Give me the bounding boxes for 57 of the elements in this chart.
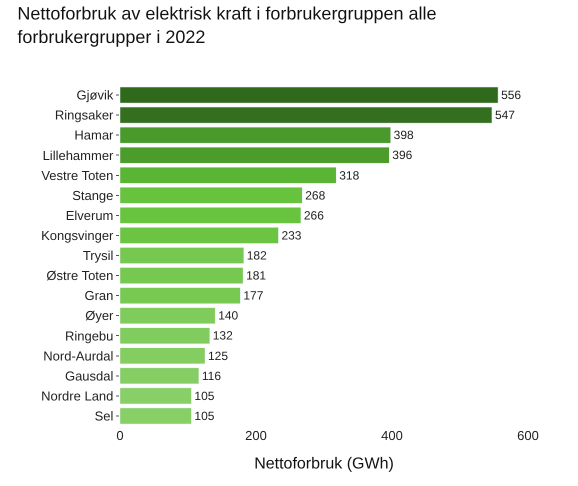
bar bbox=[120, 126, 391, 144]
data-label: 266 bbox=[304, 208, 324, 222]
y-tick-label: Gausdal bbox=[64, 368, 114, 384]
x-tick-label: 600 bbox=[517, 428, 539, 443]
data-label: 398 bbox=[394, 128, 414, 142]
bar bbox=[120, 348, 206, 364]
bar bbox=[120, 166, 336, 184]
x-tick-label: 400 bbox=[381, 428, 403, 443]
data-label: 268 bbox=[305, 188, 326, 202]
data-label: 547 bbox=[494, 108, 516, 122]
y-tick-label: Vestre Toten bbox=[41, 168, 114, 183]
data-label: 140 bbox=[218, 308, 239, 323]
y-tick-label: Ringebu bbox=[64, 328, 114, 344]
bar bbox=[120, 106, 492, 124]
bar bbox=[120, 368, 200, 384]
y-tick-label: Stange bbox=[72, 188, 114, 203]
chart-title: Nettoforbruk av elektrisk kraft i forbrukergruppen alle forbrukergrupper i 2022 bbox=[17, 3, 437, 47]
data-label: 105 bbox=[194, 388, 215, 403]
y-tick-label: Lillehammer bbox=[42, 148, 114, 163]
y-tick-label: Sel bbox=[94, 408, 114, 424]
y-tick-label: Øyer bbox=[85, 308, 114, 324]
x-tick-label: 200 bbox=[245, 428, 267, 443]
data-label: 556 bbox=[501, 88, 522, 102]
data-label: 116 bbox=[202, 368, 222, 383]
data-label: 318 bbox=[339, 168, 360, 182]
bar bbox=[120, 327, 210, 344]
bar bbox=[120, 247, 244, 264]
y-tick-label: Østre Toten bbox=[46, 268, 114, 284]
y-tick-label: Gjøvik bbox=[76, 88, 114, 103]
x-axis-title: Nettoforbruk (GWh) bbox=[254, 456, 394, 473]
bar bbox=[120, 408, 192, 424]
data-label: 125 bbox=[208, 348, 228, 363]
y-tick-label: Trysil bbox=[82, 248, 114, 264]
data-label: 105 bbox=[194, 408, 215, 423]
data-label: 182 bbox=[246, 248, 268, 262]
data-label: 177 bbox=[243, 288, 264, 303]
y-tick-label: Ringsaker bbox=[54, 108, 114, 123]
x-tick-label: 0 bbox=[116, 428, 124, 443]
y-tick-label: Elverum bbox=[66, 208, 114, 223]
data-label: 233 bbox=[281, 228, 302, 242]
bar bbox=[120, 207, 302, 224]
bar bbox=[120, 267, 244, 284]
bar bbox=[120, 86, 498, 104]
y-tick-label: Gran bbox=[84, 288, 114, 304]
bar bbox=[120, 388, 192, 404]
y-tick-label: Nordre Land bbox=[41, 388, 114, 404]
bar bbox=[120, 227, 279, 244]
bar bbox=[120, 287, 241, 304]
y-tick-label: Hamar bbox=[74, 128, 114, 143]
y-tick-label: Nord-Aurdal bbox=[43, 348, 114, 364]
data-label: 396 bbox=[392, 148, 413, 162]
data-label: 181 bbox=[246, 268, 266, 283]
bar bbox=[120, 187, 302, 204]
bar bbox=[120, 307, 216, 324]
bar bbox=[120, 146, 390, 164]
y-tick-label: Kongsvinger bbox=[41, 228, 114, 243]
data-label: 132 bbox=[212, 328, 234, 343]
